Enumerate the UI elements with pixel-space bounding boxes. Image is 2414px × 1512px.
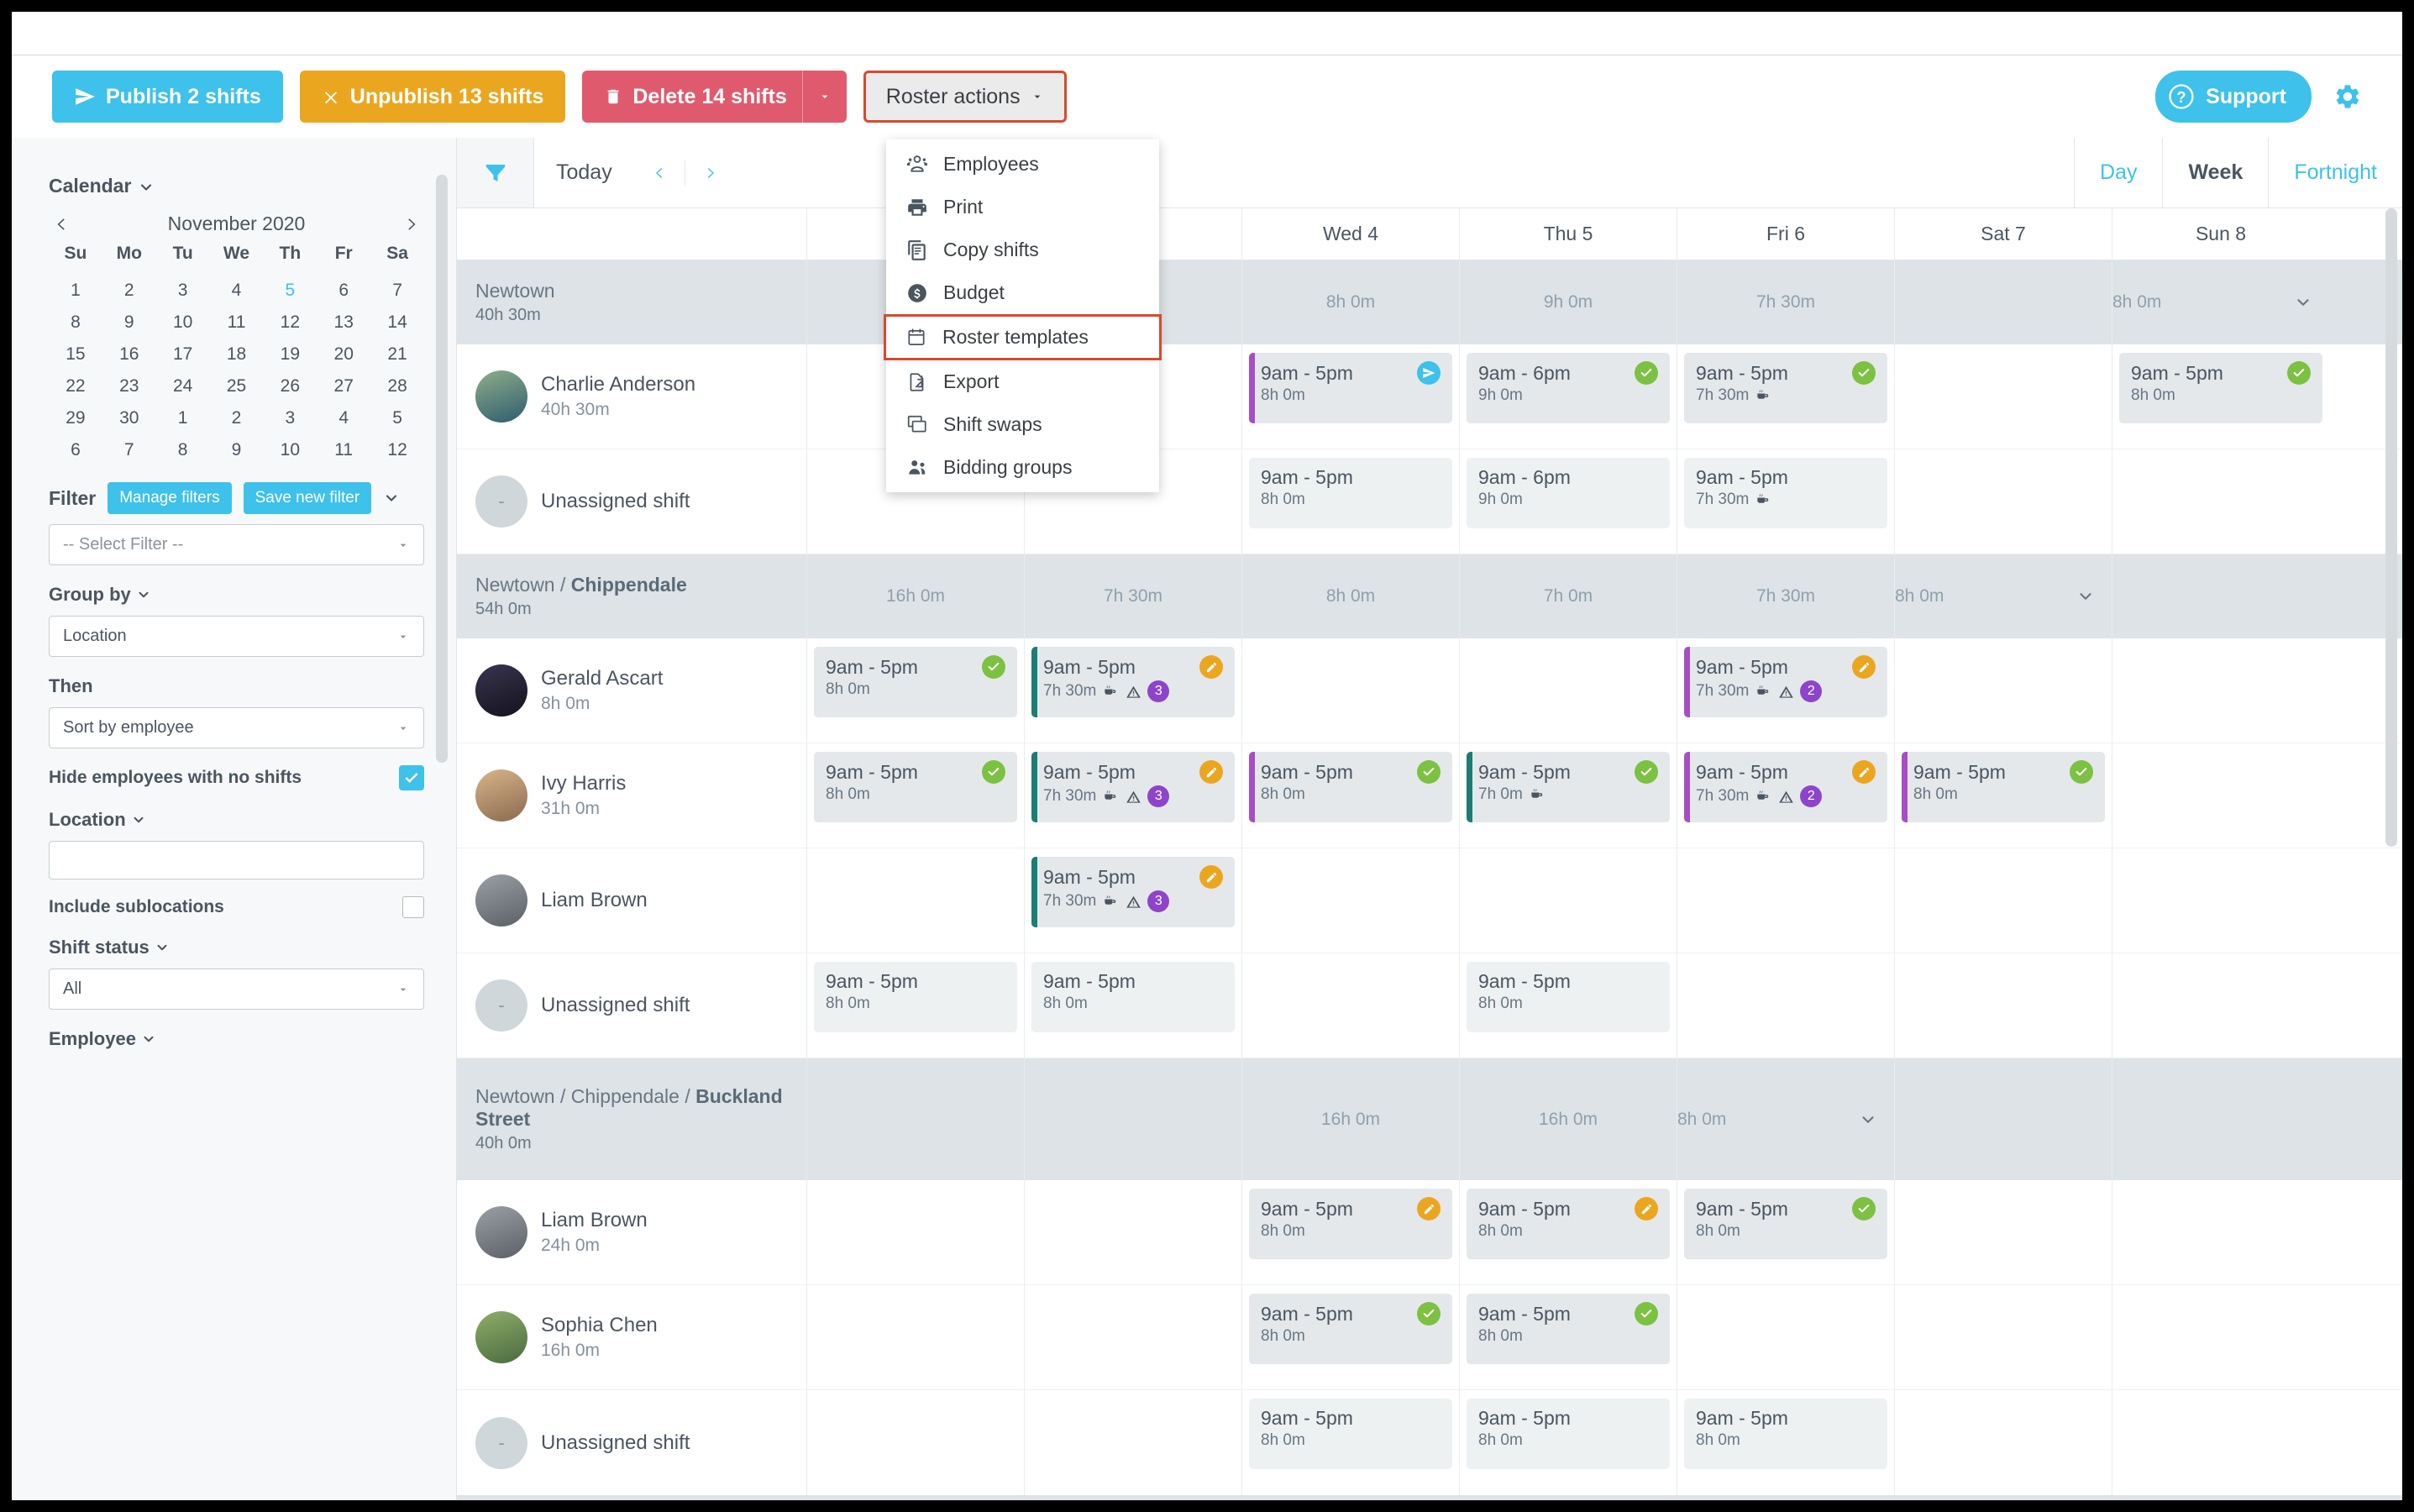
svg-text:?: ? (2177, 88, 2186, 106)
